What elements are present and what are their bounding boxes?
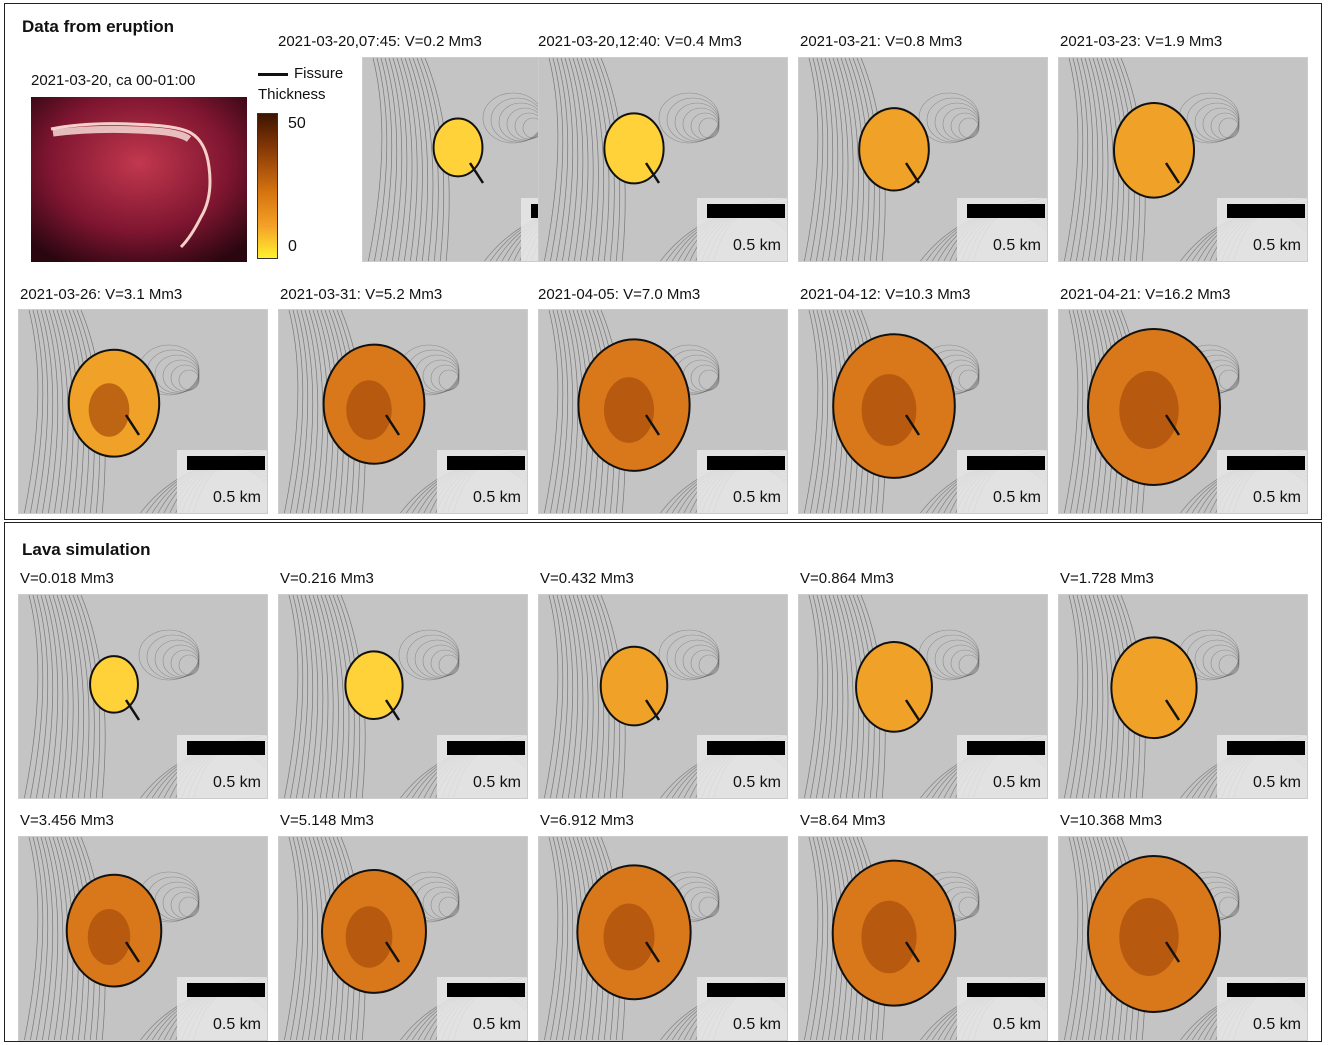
scale-bar-label: 0.5 km (992, 489, 1041, 506)
simulation-panel-label: V=0.018 Mm3 (20, 570, 114, 587)
scale-bar-label: 0.5 km (212, 489, 261, 506)
eruption-lava-map: 0.5 km (538, 57, 788, 262)
eruption-panel-label: 2021-03-20,12:40: V=0.4 Mm3 (538, 33, 742, 50)
scale-bar-label: 0.5 km (1252, 1016, 1301, 1033)
simulation-panel-label: V=8.64 Mm3 (800, 812, 886, 829)
scale-bar-label: 0.5 km (732, 489, 781, 506)
simulation-lava-map: 0.5 km (538, 836, 788, 1041)
scale-bar-label: 0.5 km (1252, 237, 1301, 254)
scale-bar-label: 0.5 km (992, 774, 1041, 791)
scale-bar-label: 0.5 km (1252, 774, 1301, 791)
colorbar-max-label: 50 (288, 115, 306, 132)
simulation-panel-label: V=0.216 Mm3 (280, 570, 374, 587)
simulation-lava-map: 0.5 km (1058, 836, 1308, 1041)
simulation-lava-map: 0.5 km (18, 594, 268, 799)
scale-bar-label: 0.5 km (472, 489, 521, 506)
simulation-panel-label: V=3.456 Mm3 (20, 812, 114, 829)
fissure-line-icon (258, 72, 288, 76)
photo-label: 2021-03-20, ca 00-01:00 (31, 72, 196, 89)
thickness-colorbar (257, 113, 278, 259)
scale-bar-label: 0.5 km (212, 1016, 261, 1033)
simulation-lava-map: 0.5 km (798, 836, 1048, 1041)
simulation-panel-label: V=10.368 Mm3 (1060, 812, 1163, 829)
eruption-panel-label: 2021-04-21: V=16.2 Mm3 (1060, 286, 1231, 303)
eruption-panel-label: 2021-03-21: V=0.8 Mm3 (800, 33, 963, 50)
lava-simulation-section: Lava simulation (4, 522, 1322, 1042)
eruption-photo (31, 97, 247, 262)
eruption-panel-label: 2021-03-23: V=1.9 Mm3 (1060, 33, 1223, 50)
scale-bar-label: 0.5 km (992, 1016, 1041, 1033)
simulation-lava-map: 0.5 km (798, 594, 1048, 799)
eruption-panel-label: 2021-03-20,07:45: V=0.2 Mm3 (278, 33, 482, 50)
eruption-lava-map: 0.5 km (1058, 309, 1308, 514)
eruption-panel-label: 2021-03-31: V=5.2 Mm3 (280, 286, 443, 303)
scale-bar-label: 0.5 km (212, 774, 261, 791)
scale-bar-label: 0.5 km (732, 774, 781, 791)
simulation-lava-map: 0.5 km (538, 594, 788, 799)
scale-bar-label: 0.5 km (472, 1016, 521, 1033)
simulation-lava-map: 0.5 km (278, 594, 528, 799)
simulation-panel-label: V=5.148 Mm3 (280, 812, 374, 829)
eruption-lava-map: 0.5 km (18, 309, 268, 514)
eruption-panel-label: 2021-03-26: V=3.1 Mm3 (20, 286, 183, 303)
simulation-panel-label: V=0.864 Mm3 (800, 570, 894, 587)
fissure-legend-label: Fissure (294, 65, 344, 82)
simulation-panel-label: V=1.728 Mm3 (1060, 570, 1154, 587)
eruption-panel-label: 2021-04-05: V=7.0 Mm3 (538, 286, 701, 303)
scale-bar-label: 0.5 km (732, 237, 781, 254)
eruption-data-section: Data from eruption (4, 3, 1322, 520)
simulation-lava-map: 0.5 km (1058, 594, 1308, 799)
section-title-simulation: Lava simulation (22, 540, 151, 559)
simulation-lava-map: 0.5 km (278, 836, 528, 1041)
eruption-lava-map: 0.5 km (798, 309, 1048, 514)
scale-bar-label: 0.5 km (992, 237, 1041, 254)
scale-bar-label: 0.5 km (472, 774, 521, 791)
section-title-eruption: Data from eruption (22, 17, 175, 36)
scale-bar-label: 0.5 km (1252, 489, 1301, 506)
eruption-lava-map: 0.5 km (278, 309, 528, 514)
eruption-lava-map: 0.5 km (1058, 57, 1308, 262)
thickness-legend-label: Thickness (258, 86, 326, 103)
simulation-lava-map: 0.5 km (18, 836, 268, 1041)
eruption-panel-label: 2021-04-12: V=10.3 Mm3 (800, 286, 971, 303)
fissure-legend: Fissure (258, 65, 343, 82)
simulation-panel-label: V=0.432 Mm3 (540, 570, 634, 587)
colorbar-min-label: 0 (288, 238, 297, 255)
simulation-panel-label: V=6.912 Mm3 (540, 812, 634, 829)
eruption-lava-map: 0.5 km (798, 57, 1048, 262)
scale-bar-label: 0.5 km (732, 1016, 781, 1033)
eruption-lava-map: 0.5 km (538, 309, 788, 514)
